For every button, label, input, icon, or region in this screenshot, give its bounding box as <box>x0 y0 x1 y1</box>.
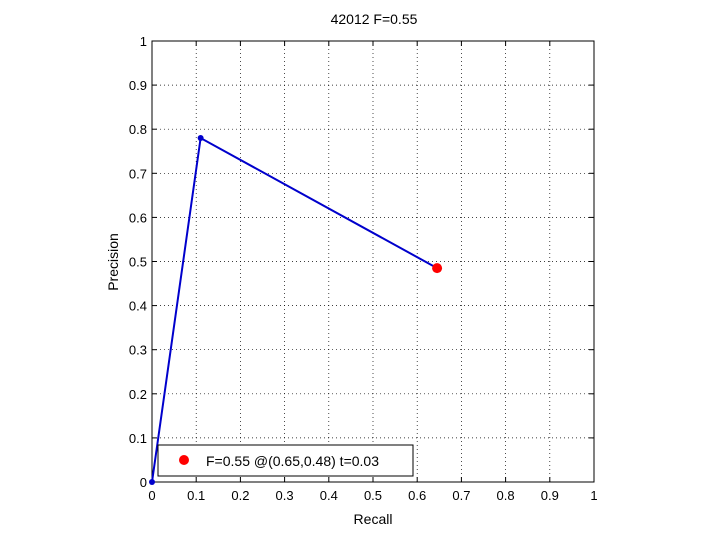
x-tick-label: 0.8 <box>497 488 515 503</box>
chart-title: 42012 F=0.55 <box>331 11 418 27</box>
y-tick-label: 0.1 <box>129 431 147 446</box>
legend: F=0.55 @(0.65,0.48) t=0.03 <box>157 444 414 477</box>
y-tick-label: 0.6 <box>129 210 147 225</box>
y-tick-label: 0.8 <box>129 122 147 137</box>
x-tick-label: 0.9 <box>541 488 559 503</box>
x-tick-label: 0.2 <box>231 488 249 503</box>
y-tick-label: 0 <box>140 475 147 490</box>
best-f-point <box>432 263 443 274</box>
x-tick-label: 0 <box>148 488 155 503</box>
data-point <box>149 479 155 485</box>
y-tick-label: 0.4 <box>129 299 147 314</box>
y-tick-label: 0.9 <box>129 78 147 93</box>
data-point <box>197 135 204 142</box>
x-tick-label: 0.4 <box>320 488 338 503</box>
x-tick-label: 0.5 <box>364 488 382 503</box>
legend-label: F=0.55 @(0.65,0.48) t=0.03 <box>206 453 379 469</box>
x-tick-label: 0.6 <box>408 488 426 503</box>
x-tick-label: 0.7 <box>452 488 470 503</box>
x-tick-label: 0.1 <box>187 488 205 503</box>
x-tick-labels: 0 0.1 0.2 0.3 0.4 0.5 0.6 0.7 0.8 0.9 1 <box>148 488 597 503</box>
y-tick-label: 0.3 <box>129 343 147 358</box>
legend-marker <box>179 455 189 465</box>
y-tick-label: 0.2 <box>129 387 147 402</box>
legend-box <box>157 444 414 477</box>
y-axis-label: Precision <box>105 233 121 291</box>
y-tick-label: 1 <box>140 34 147 49</box>
x-tick-label: 0.3 <box>276 488 294 503</box>
series-layer <box>149 135 443 485</box>
series-line <box>151 136 438 483</box>
x-tick-label: 1 <box>590 488 597 503</box>
y-tick-labels: 0 0.1 0.2 0.3 0.4 0.5 0.6 0.7 0.8 0.9 1 <box>129 34 147 490</box>
y-tick-label: 0.5 <box>129 255 147 270</box>
x-axis-label: Recall <box>354 511 393 527</box>
grid-lines <box>152 41 594 482</box>
y-tick-label: 0.7 <box>129 166 147 181</box>
